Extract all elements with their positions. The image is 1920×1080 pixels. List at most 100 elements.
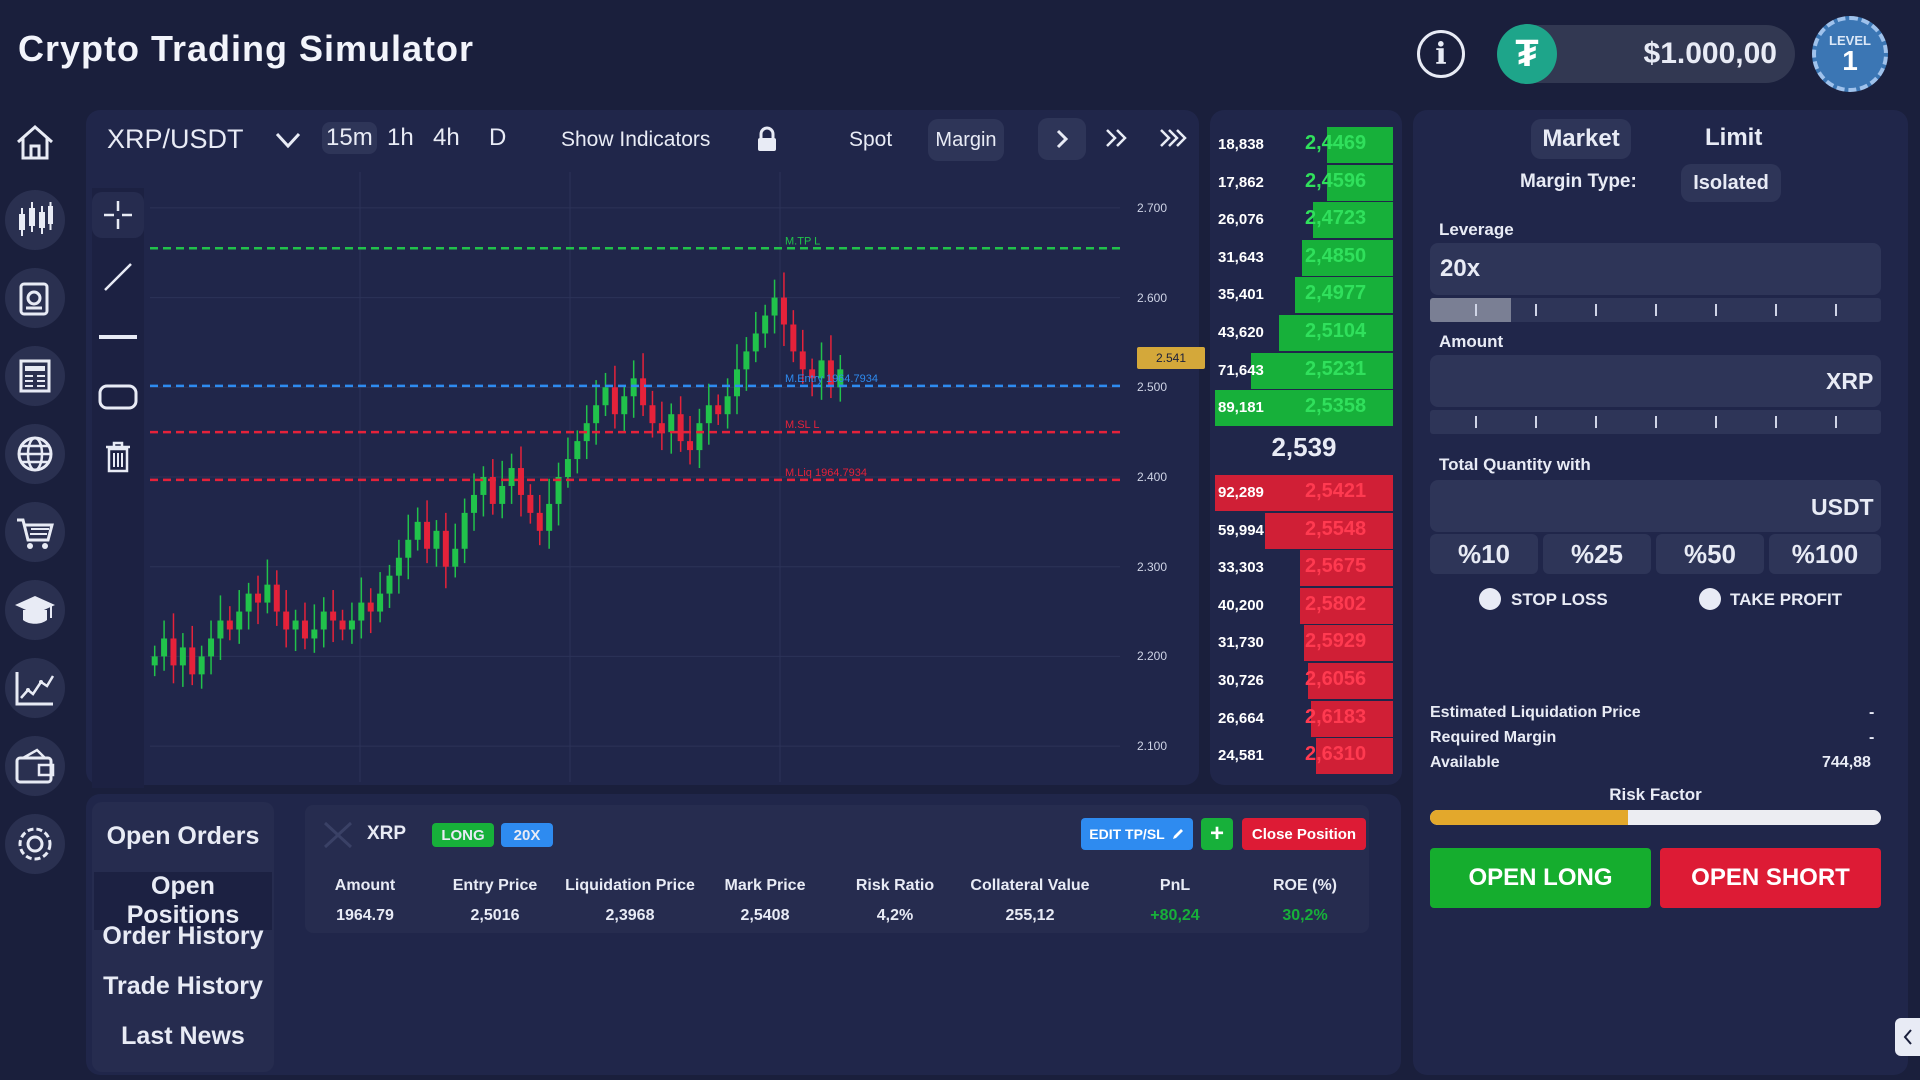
wallet-icon[interactable] [5,736,65,796]
amount-input[interactable] [1430,355,1881,407]
bid-row[interactable]: 33,303 2,5675 [1215,549,1393,587]
show-indicators-button[interactable]: Show Indicators [561,128,711,151]
ask-row[interactable]: 43,620 2,5104 [1215,314,1393,351]
position-col-value: 30,2% [1282,907,1328,924]
growth-chart-icon[interactable] [5,658,65,718]
margin-type-label: Margin Type: [1520,171,1637,192]
candle-body [170,638,177,666]
chevron-right-icon[interactable] [1038,118,1086,160]
spot-tab[interactable]: Spot [849,128,893,151]
ask-price: 2,4850 [1305,244,1367,267]
tab-open-positions[interactable]: Open Positions [94,872,272,930]
leverage-slider[interactable] [1430,298,1881,322]
candle-body [602,387,609,406]
open-short-button[interactable]: OPEN SHORT [1660,848,1881,908]
settings-icon[interactable] [5,814,65,874]
candle-body [424,521,431,549]
candle-body [358,602,365,621]
graduation-cap-icon[interactable] [5,580,65,640]
candle-body [330,611,337,621]
bid-row[interactable]: 31,730 2,5929 [1215,624,1393,662]
risk-factor-bar [1430,810,1881,825]
limit-tab[interactable]: Limit [1705,124,1763,151]
total-quantity-input[interactable] [1430,480,1881,532]
margin-tab[interactable]: Margin [928,119,1004,161]
candle-body [499,485,506,504]
position-col-value: +80,24 [1150,907,1200,924]
edit-tpsl-button[interactable]: EDIT TP/SL [1081,818,1193,850]
home-icon[interactable] [5,112,65,172]
position-col-header: Risk Ratio [855,877,935,894]
collapse-panel-icon[interactable] [1895,1018,1920,1056]
bid-row[interactable]: 92,289 2,5421 [1215,474,1393,511]
risk-factor-fill [1430,810,1629,825]
market-tab[interactable]: Market [1531,119,1631,159]
ask-row[interactable]: 71,643 2,5231 [1215,352,1393,389]
required-margin-value: - [1869,729,1875,746]
ask-row[interactable]: 31,643 2,4850 [1215,239,1393,276]
timeframe-4h[interactable]: 4h [433,124,460,151]
ask-row[interactable]: 35,401 2,4977 [1215,276,1393,314]
percent-50-button[interactable]: %50 [1656,534,1764,574]
tab-open-orders[interactable]: Open Orders [106,822,260,850]
bid-row[interactable]: 24,581 2,6310 [1215,737,1393,775]
candle-body [489,477,496,504]
amount-slider[interactable] [1430,410,1881,434]
ask-qty: 31,643 [1218,248,1264,266]
stop-loss-label: STOP LOSS [1511,590,1608,609]
ask-row[interactable]: 18,838 2,4469 [1215,126,1393,163]
percent-25-button[interactable]: %25 [1543,534,1651,574]
info-icon[interactable]: i [1417,30,1465,78]
tab-trade-history[interactable]: Trade History [103,972,263,1000]
triple-chevron-right-icon[interactable] [1158,127,1188,154]
take-profit-radio[interactable] [1699,588,1721,610]
bid-row[interactable]: 59,994 2,5548 [1215,512,1393,549]
price-chart[interactable]: M.TP L M.Entry 1964.7934 M.SL L M.Liq 1964.… [145,172,1205,782]
candle-body [301,620,308,639]
ask-row[interactable]: 89,181 2,5358 [1215,389,1393,427]
balance-value: $1.000,00 [1643,37,1777,70]
amount-label: Amount [1439,332,1504,351]
chevron-down-icon[interactable] [274,130,302,155]
candlestick-icon[interactable] [5,190,65,250]
open-long-button[interactable]: OPEN LONG [1430,848,1651,908]
portfolio-icon[interactable] [5,268,65,328]
position-col-value: 2,5016 [470,907,520,924]
percent-100-button[interactable]: %100 [1769,534,1881,574]
rectangle-icon[interactable] [92,374,144,420]
timeframe-15m[interactable]: 15m [322,122,377,154]
trendline-icon[interactable] [92,254,144,300]
pair-selector[interactable]: XRP/USDT [107,124,244,154]
crosshair-icon[interactable] [92,192,144,238]
candle-body [198,656,205,675]
ask-row[interactable]: 17,862 2,4596 [1215,164,1393,201]
level-badge[interactable]: LEVEL 1 [1812,16,1888,92]
candle-body [762,315,769,334]
percent-10-button[interactable]: %10 [1430,534,1538,574]
double-chevron-right-icon[interactable] [1104,127,1130,154]
ask-qty: 35,401 [1218,286,1264,304]
add-margin-button[interactable]: + [1201,818,1233,850]
candle-body [386,575,393,594]
margin-type-select[interactable]: Isolated [1681,164,1781,202]
trash-icon[interactable] [92,434,144,480]
position-col-header: Entry Price [452,877,538,894]
bid-row[interactable]: 40,200 2,5802 [1215,587,1393,624]
timeframe-d[interactable]: D [489,124,507,151]
timeframe-1h[interactable]: 1h [387,124,414,151]
stop-loss-radio[interactable] [1479,588,1501,610]
bid-row[interactable]: 30,726 2,6056 [1215,662,1393,699]
leverage-input[interactable]: 20x [1430,243,1881,295]
candle-body [527,494,534,513]
candle-body [245,593,252,612]
tab-last-news[interactable]: Last News [121,1022,245,1050]
news-icon[interactable] [5,346,65,406]
globe-icon[interactable] [5,424,65,484]
close-position-button[interactable]: Close Position [1242,818,1366,850]
cart-icon[interactable] [5,502,65,562]
lock-icon[interactable] [756,126,778,157]
bid-row[interactable]: 26,664 2,6183 [1215,700,1393,737]
tab-order-history[interactable]: Order History [102,922,264,950]
horizontal-line-icon[interactable] [92,314,144,360]
ask-row[interactable]: 26,076 2,4723 [1215,201,1393,239]
